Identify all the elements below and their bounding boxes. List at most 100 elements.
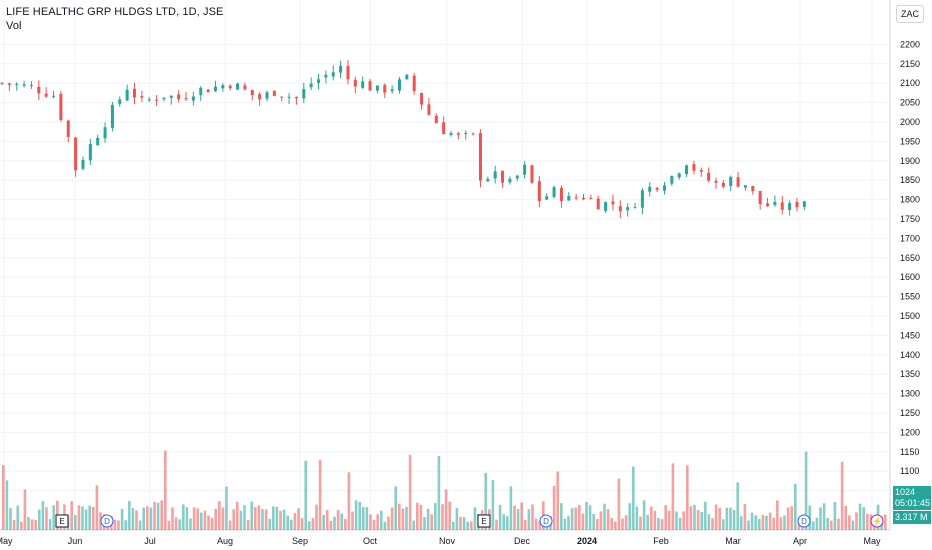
candle-body [596,198,600,210]
volume-bar [804,451,808,530]
volume-bar [711,518,714,530]
volume-bar [221,507,225,530]
volume-bar [603,503,606,530]
volume-bar [218,501,221,530]
time-tick-label: Nov [439,536,456,546]
volume-bar [430,514,433,530]
volume-bar [380,510,383,530]
volume-bar [214,508,217,530]
volume-bar [776,500,779,530]
volume-bar [560,503,563,530]
candle-body [478,133,482,181]
volume-bar [768,512,772,530]
candle-body [707,172,711,181]
volume-bar [70,501,73,530]
volume-bar [257,505,261,530]
candle-body [15,84,19,86]
volume-bar [322,515,325,530]
volume-bar [862,507,865,530]
chart-grid [0,0,891,531]
candle-body [626,207,630,211]
volume-bar [693,505,696,530]
volume-bar [592,513,595,530]
candle-body [405,74,409,80]
volume-bar [236,501,239,530]
volume-bar [596,519,599,530]
volume-bar [758,519,761,530]
volume-bar [228,520,232,530]
volume-bar [293,513,297,530]
volume-bar [441,504,444,530]
volume-bar [826,518,829,530]
volume-bar [405,506,408,530]
candle-body [412,75,416,92]
candle-body [766,203,770,207]
volume-bar [527,509,531,530]
volume-bar [578,504,581,530]
time-tick-label: Apr [793,536,807,546]
volume-bar [506,516,509,530]
candle-body [162,97,166,99]
volume-bar [383,521,387,530]
price-tick-label: 1950 [900,136,920,146]
price-tick-label: 1350 [900,369,920,379]
volume-bar [401,508,405,530]
volume-bar [534,518,538,530]
candle-body [685,165,689,175]
volume-bar [650,506,653,530]
volume-bar [95,485,99,530]
volume-bar [743,504,747,530]
volume-bar [210,518,214,530]
volume-bar [264,509,268,530]
candle-body [670,175,674,184]
candle-body [213,86,217,91]
candle-body [802,201,806,207]
volume-bar [761,514,765,530]
volume-bar [484,472,487,530]
volume-bar [326,510,329,530]
volume-bar [149,507,153,530]
marker-label: E [481,517,486,526]
volume-bar [351,511,354,530]
candle-body [545,196,549,200]
candle-body [699,170,703,172]
volume-bar [686,465,689,530]
volume-bar [2,465,5,530]
candle-body [633,207,637,209]
split-marker [870,514,884,528]
marker-label: D [104,517,110,526]
volume-bar [884,514,887,530]
volume-bar [837,518,840,530]
volume-bar [621,518,624,530]
candle-body [140,96,144,98]
volume-bar [718,507,721,530]
volume-bar [52,505,55,530]
volume-bar [178,519,181,530]
price-tick-label: 1900 [900,156,920,166]
candle-body [74,137,78,171]
volume-bar [398,503,401,530]
price-tick-label: 1150 [900,447,919,457]
candle-body [37,86,41,94]
volume-bar [830,520,833,530]
volume-bar [448,501,451,530]
candle-body [390,89,394,92]
volume-bar [866,513,869,530]
volume-bar [632,466,635,530]
volume-bar [423,517,426,530]
candle-body [640,190,644,208]
volume-bar [660,519,664,530]
candle-body [493,171,497,179]
volume-bar [610,518,613,530]
price-tick-label: 2050 [900,98,920,108]
candle-body [191,96,195,101]
volume-bar [682,511,685,530]
volume-bar [250,501,253,530]
time-tick-label: Dec [514,536,531,546]
volume-bar [254,507,257,530]
currency-button[interactable]: ZAC [896,5,924,23]
candle-body [324,74,328,78]
candle-body [434,115,438,124]
candle-body [604,202,608,211]
